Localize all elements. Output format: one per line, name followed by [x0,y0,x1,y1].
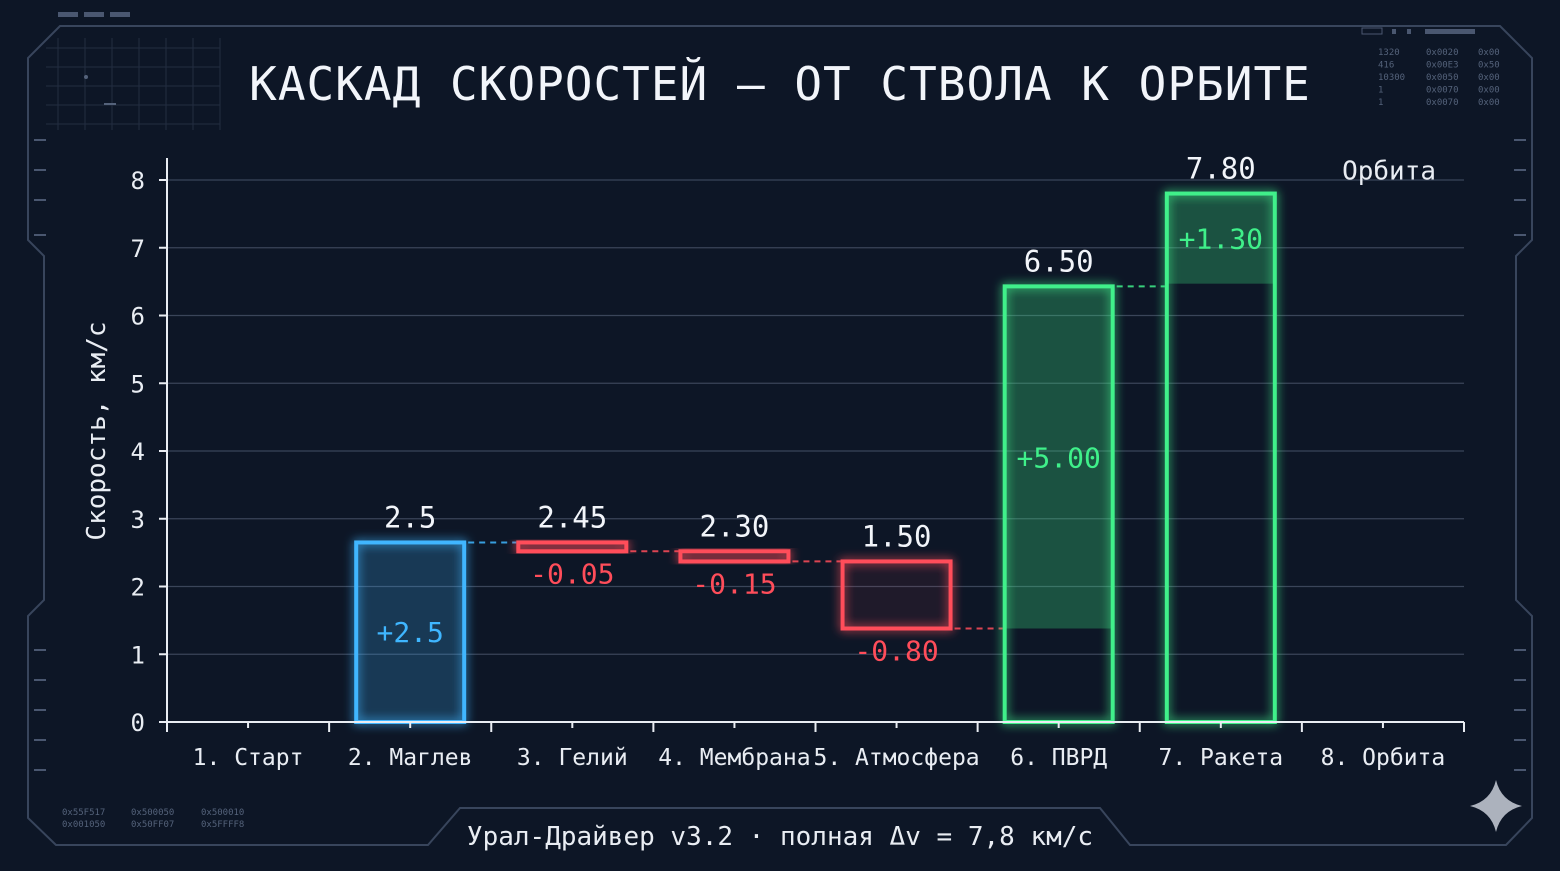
bar-total-label: 6.50 [1024,244,1094,278]
y-tick-label: 4 [131,438,145,466]
hex-text: 0x50 [1478,61,1500,71]
hex-text: 0x00 [1478,48,1500,58]
hex-text: 0x00 [1478,98,1500,108]
mini-grid-dot [84,75,88,79]
x-category-label: 5. Атмосфера [813,745,979,771]
frame-decor [58,12,1475,34]
frame-decor-box [1361,27,1383,35]
y-ticks: 0 1 2 3 4 5 6 7 8 [131,167,167,737]
hex-text: 1 [1378,86,1383,96]
hex-text: 0x5FFFF8 [201,820,244,830]
bar-labels: 2.5 +2.5 2.45 -0.05 2.30 -0.15 1.50 -0.80 6.50 +5… [376,152,1262,668]
hex-text: 0x0070 [1426,86,1459,96]
bar-fill [518,542,627,552]
bar-total-label: 7.80 [1186,152,1256,186]
y-grid [167,179,1464,655]
y-tick-label: 5 [131,370,145,398]
y-tick-label: 8 [131,167,145,195]
hex-text: 0x55F517 [62,808,105,818]
axes [166,158,1465,732]
decor-mini-grid [46,38,221,130]
hex-text: 0x500010 [201,808,244,818]
y-tick-label: 3 [131,506,145,534]
bar-delta-label: +5.00 [1017,441,1101,474]
frame-side-ticks [34,139,1526,771]
x-category-label: 3. Гелий [517,745,628,771]
hex-text: 0x00 [1478,86,1500,96]
hex-text: 0x0050 [1426,73,1459,83]
hex-text: 0x00E3 [1426,61,1459,71]
bar-delta-label: +2.5 [376,616,443,649]
hex-text: 0x001050 [62,820,105,830]
x-category-label: 2. Маглев [348,745,473,771]
x-category-label: 7. Ракета [1159,745,1284,771]
y-tick-label: 7 [131,235,145,263]
hud-frame [27,25,1533,846]
footer-caption: Урал-Драйвер v3.2 · полная Δv = 7,8 км/с [467,822,1093,852]
waterfall-bars [354,191,1277,725]
y-tick-label: 6 [131,303,145,331]
y-tick-label: 2 [131,574,145,602]
bar-total-label: 2.5 [384,500,436,534]
x-category-label: 6. ПВРД [1010,745,1107,771]
hex-text: 416 [1378,61,1394,71]
bar-outline [840,559,953,631]
connector-lines [468,285,1165,630]
hex-text: 1320 [1378,48,1400,58]
x-categories: 1. Старт 2. Маглев 3. Гелий 4. Мембрана 5. А… [193,745,1446,771]
hex-text: 0x0070 [1426,98,1459,108]
y-tick-label: 1 [131,641,145,669]
bar-delta-label: -0.80 [854,635,938,668]
chart-title: КАСКАД СКОРОСТЕЙ — ОТ СТВОЛА К ОРБИТЕ [249,57,1311,111]
x-category-label: 4. Мембрана [658,745,810,771]
hex-text: 10300 [1378,73,1405,83]
hex-text: 0x00 [1478,73,1500,83]
sparkle-icon [1470,780,1522,832]
bar-fill [1166,193,1275,284]
bar-fill [842,561,951,629]
bar-total-label: 2.45 [537,500,607,534]
reference-line-group: Орбита [171,157,1464,196]
bar-fill [680,551,789,562]
bar-total-label: 1.50 [862,519,932,553]
y-axis-label: Скорость, км/с [82,321,112,540]
bar-total-label: 2.30 [700,509,770,543]
reference-line-label: Орбита [1342,157,1436,187]
x-category-label: 1. Старт [193,745,304,771]
bar-fill [1004,286,1113,629]
bar-delta-label: -0.05 [530,557,614,590]
hex-text: 0x50FF07 [131,820,174,830]
hex-text: 0x0020 [1426,48,1459,58]
x-category-label: 8. Орбита [1321,745,1446,771]
decor-hex-right: 1320 0x0020 0x00 416 0x00E3 0x50 10300 0x0050 0x… [1378,48,1500,108]
bar-outline [516,540,629,554]
hex-text: 0x500050 [131,808,174,818]
decor-hex-left: 0x55F517 0x500050 0x500010 0x001050 0x50FF07… [62,808,244,830]
bar-delta-label: +1.30 [1179,223,1263,256]
bar-outline [678,549,791,564]
hex-text: 1 [1378,98,1383,108]
bar-delta-label: -0.15 [692,567,776,600]
y-tick-label: 0 [131,709,145,737]
bar-fill [356,542,465,722]
